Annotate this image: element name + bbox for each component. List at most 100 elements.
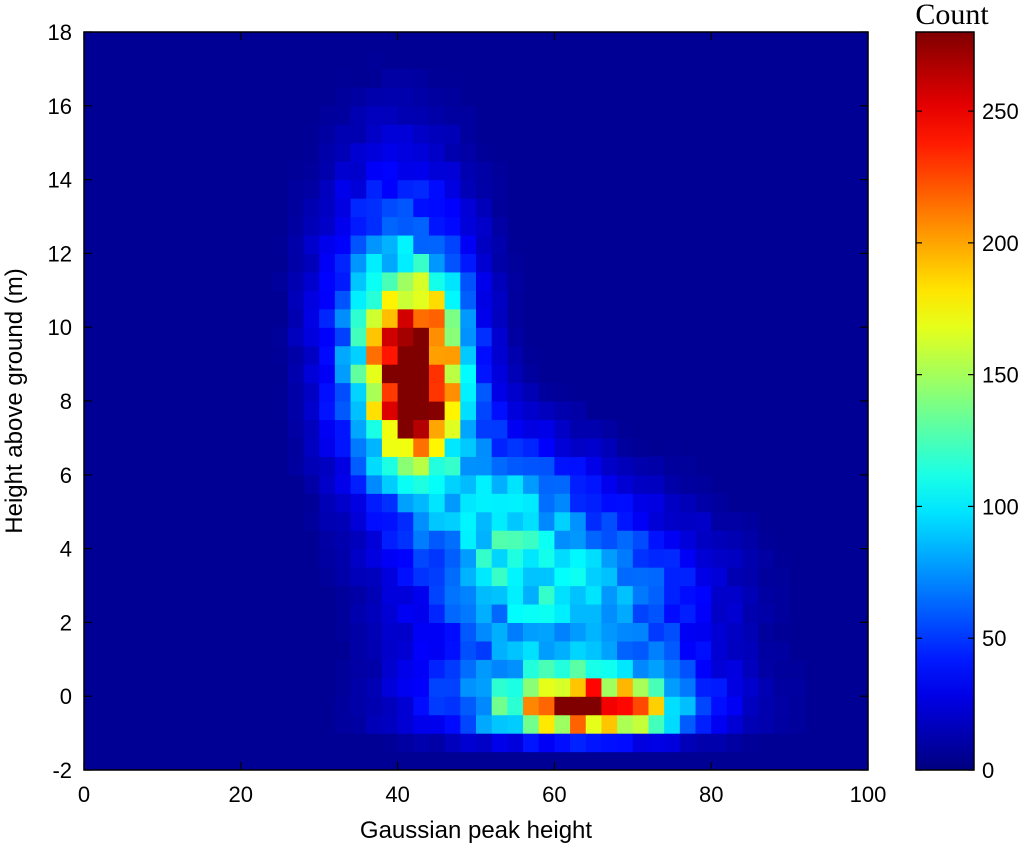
heatmap-cell <box>397 308 414 328</box>
heatmap-cell <box>303 419 320 439</box>
heatmap-cell <box>350 456 367 476</box>
heatmap-cell <box>397 327 414 347</box>
y-tick-label: 6 <box>60 463 72 488</box>
heatmap-cell <box>648 456 665 476</box>
heatmap-cell <box>303 234 320 254</box>
heatmap-cell <box>334 198 352 218</box>
colorbar-tick-label: 50 <box>982 626 1006 651</box>
heatmap-cell <box>413 493 430 513</box>
heatmap-cell <box>538 603 555 623</box>
heatmap-cell <box>381 567 399 587</box>
heatmap-cell <box>523 511 540 531</box>
heatmap-cell <box>711 511 728 531</box>
heatmap-cell <box>742 530 759 550</box>
heatmap-cell <box>538 696 555 716</box>
heatmap-cell <box>460 364 477 384</box>
heatmap-cell <box>695 474 712 494</box>
heatmap-cell <box>476 548 493 568</box>
heatmap-cell <box>334 677 352 697</box>
heatmap-cell <box>491 493 508 513</box>
heatmap-cell <box>476 696 493 716</box>
heatmap-cell <box>538 622 555 642</box>
heatmap-cell <box>460 401 477 421</box>
heatmap-cell <box>679 603 697 623</box>
heatmap-cell <box>695 530 712 550</box>
heatmap-cell <box>648 696 665 716</box>
heatmap-cell <box>350 327 367 347</box>
heatmap-cell <box>366 511 383 531</box>
heatmap-cell <box>507 640 524 660</box>
heatmap-cell <box>287 419 305 439</box>
heatmap-cell <box>523 714 540 734</box>
heatmap-cell <box>366 345 383 365</box>
heatmap-cell <box>381 142 399 162</box>
heatmap-cell <box>350 548 367 568</box>
heatmap-cell <box>444 511 461 531</box>
heatmap-cell <box>507 493 524 513</box>
heatmap-cell <box>287 179 305 199</box>
heatmap-cell <box>570 456 587 476</box>
heatmap-cell <box>491 253 508 273</box>
heatmap-cell <box>366 105 383 125</box>
heatmap-cell <box>444 327 461 347</box>
heatmap-cell <box>303 327 320 347</box>
heatmap-cell <box>397 437 414 457</box>
heatmap-cell <box>648 622 665 642</box>
heatmap-cell <box>444 733 461 753</box>
heatmap-cell <box>287 308 305 328</box>
heatmap-cell <box>664 474 681 494</box>
heatmap-cell <box>381 87 399 107</box>
heatmap-cell <box>570 493 587 513</box>
heatmap-cell <box>413 253 430 273</box>
heatmap-cell <box>397 548 414 568</box>
heatmap-cell <box>538 419 555 439</box>
heatmap-cell <box>334 382 352 402</box>
heatmap-cell <box>523 677 540 697</box>
heatmap-cell <box>366 271 383 291</box>
heatmap-cell <box>444 68 461 88</box>
heatmap-cell <box>554 696 571 716</box>
heatmap-cell <box>538 437 555 457</box>
heatmap-cell <box>585 456 603 476</box>
heatmap-cell <box>413 677 430 697</box>
heatmap-cell <box>319 161 336 181</box>
heatmap-cell <box>585 677 603 697</box>
heatmap-cell <box>476 733 493 753</box>
heatmap-cell <box>381 677 399 697</box>
heatmap-cell <box>460 345 477 365</box>
heatmap-cell <box>366 659 383 679</box>
heatmap-cell <box>491 382 508 402</box>
heatmap-cell <box>460 696 477 716</box>
heatmap-cell <box>632 530 650 550</box>
heatmap-cell <box>444 124 461 144</box>
heatmap-cell <box>664 493 681 513</box>
heatmap-cell <box>366 585 383 605</box>
heatmap-cell <box>334 585 352 605</box>
heatmap-cell <box>523 567 540 587</box>
heatmap-cell <box>507 419 524 439</box>
heatmap-cell <box>585 733 603 753</box>
heatmap-cell <box>350 271 367 291</box>
heatmap-cell <box>758 622 775 642</box>
heatmap-cell <box>366 50 383 70</box>
heatmap-cell <box>554 437 571 457</box>
heatmap-cell <box>397 733 414 753</box>
heatmap-cell <box>350 511 367 531</box>
heatmap-cell <box>303 290 320 310</box>
y-tick-label: 2 <box>60 610 72 635</box>
heatmap-cell <box>444 696 461 716</box>
heatmap-cell <box>601 622 618 642</box>
heatmap-cell <box>413 290 430 310</box>
heatmap-cell <box>726 585 744 605</box>
heatmap-cell <box>476 345 493 365</box>
heatmap-cell <box>366 622 383 642</box>
heatmap-cell <box>491 603 508 623</box>
heatmap-cell <box>272 401 289 421</box>
y-tick-label: 4 <box>60 537 72 562</box>
heatmap-cell <box>554 714 571 734</box>
heatmap-cell <box>428 437 446 457</box>
heatmap-cell <box>397 179 414 199</box>
heatmap-cell <box>554 493 571 513</box>
heatmap-cell <box>617 493 634 513</box>
